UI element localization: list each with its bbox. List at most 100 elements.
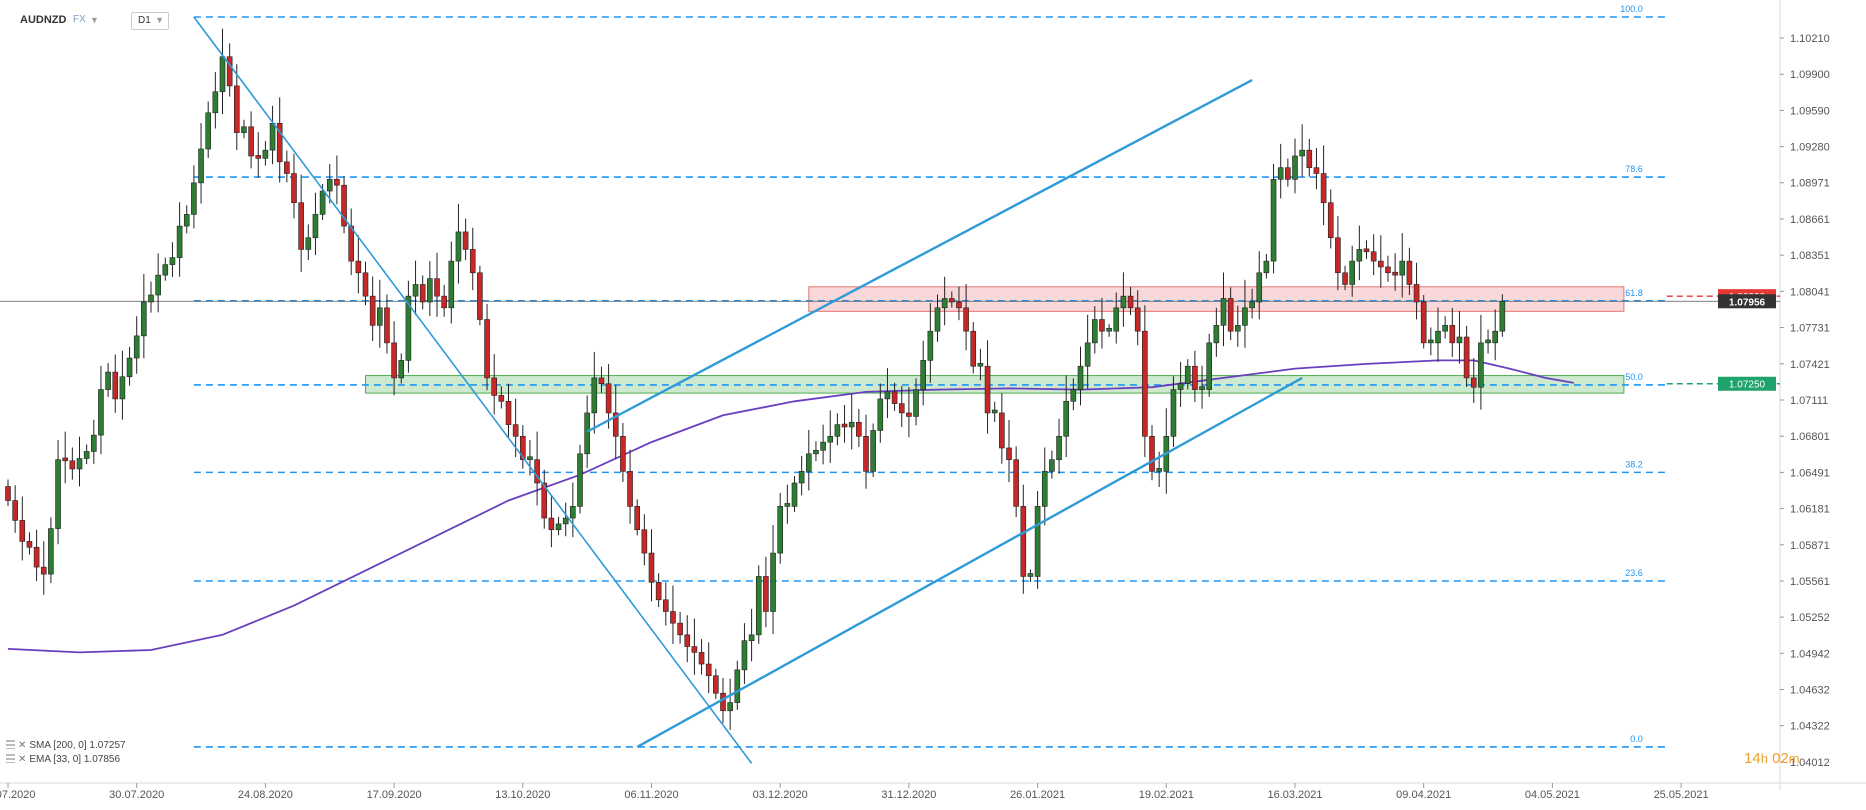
- chevron-down-icon: ▼: [155, 15, 164, 25]
- y-tick-label: 1.06491: [1790, 467, 1830, 479]
- candle-bull: [76, 458, 83, 470]
- indicator-label: SMA [200, 0] 1.07257: [29, 740, 126, 751]
- fib-level-label: 38.2: [1625, 459, 1643, 469]
- candle-bull: [98, 389, 104, 436]
- candle-bear: [434, 278, 440, 297]
- candle-bear: [505, 400, 512, 425]
- candle-bear: [19, 520, 26, 542]
- candle-bear: [1013, 459, 1019, 507]
- candle-bull: [405, 295, 412, 361]
- candle-bear: [1420, 301, 1427, 344]
- candle-bull: [427, 278, 433, 303]
- y-tick-label: 1.04012: [1790, 757, 1830, 769]
- list-icon[interactable]: [6, 740, 15, 749]
- candle-bull: [305, 237, 312, 250]
- timeframe-select[interactable]: D1 ▼: [131, 12, 169, 30]
- candle-bull: [1435, 330, 1441, 344]
- candle-bear: [612, 412, 619, 437]
- sma-layer: [7, 359, 1575, 654]
- candle-bull: [527, 456, 533, 460]
- fib-level-label: 100.0: [1620, 4, 1643, 14]
- candle-bull: [1235, 325, 1241, 332]
- candle-bear: [705, 663, 712, 677]
- indicator-sma[interactable]: ✕ SMA [200, 0] 1.07257: [6, 740, 126, 751]
- candle-bull: [734, 669, 741, 703]
- candle-bull: [777, 506, 784, 554]
- close-icon[interactable]: ✕: [18, 754, 27, 765]
- candle-bull: [1492, 330, 1498, 344]
- x-tick-label: 13.10.2020: [495, 789, 550, 801]
- candle-bear: [1449, 325, 1456, 344]
- candle-bull: [1199, 386, 1205, 390]
- candle-bear: [662, 599, 669, 612]
- candle-bear: [226, 56, 233, 87]
- y-tick-label: 1.07731: [1790, 323, 1830, 335]
- candle-bear: [369, 295, 376, 326]
- candle-bull: [412, 284, 419, 297]
- candle-bear: [248, 126, 254, 157]
- candle-bull: [562, 517, 569, 525]
- candle-bear: [963, 307, 969, 332]
- candle-bull: [319, 190, 326, 215]
- candle-bear: [670, 611, 676, 624]
- y-tick-label: 1.08351: [1790, 250, 1830, 262]
- candle-bull: [1213, 325, 1220, 344]
- candle-bull: [791, 482, 798, 507]
- candle-bear: [898, 403, 905, 414]
- candle-bull: [448, 260, 455, 309]
- candle-bull: [1206, 342, 1212, 390]
- candle-bull: [183, 214, 190, 227]
- candle-bull: [1499, 300, 1506, 332]
- candle-bear: [1327, 202, 1334, 239]
- x-tick-label: 30.07.2020: [109, 789, 164, 801]
- candle-bull: [591, 377, 598, 414]
- candle-bear: [891, 391, 898, 404]
- candle-bear: [348, 225, 355, 262]
- x-tick-label: 06.07.2020: [0, 789, 36, 801]
- candle-bull: [105, 371, 111, 390]
- y-tick-label: 1.05252: [1790, 612, 1830, 624]
- list-icon[interactable]: [6, 754, 15, 763]
- candle-bull: [584, 412, 590, 455]
- countdown-hours: 14: [1744, 750, 1761, 767]
- candle-bear: [1306, 149, 1313, 168]
- candle-bull: [577, 453, 583, 507]
- candle-bear: [720, 692, 726, 712]
- candle-bear: [1020, 506, 1027, 577]
- fib-level-label: 0.0: [1630, 734, 1643, 744]
- candle-bear: [362, 272, 369, 297]
- chevron-down-icon[interactable]: ▼: [90, 15, 99, 25]
- indicator-ema[interactable]: ✕ EMA [33, 0] 1.07856: [6, 754, 120, 765]
- x-tick-label: 09.04.2021: [1396, 789, 1451, 801]
- market-label[interactable]: FX: [73, 14, 86, 25]
- candle-bull: [141, 301, 147, 337]
- close-icon[interactable]: ✕: [18, 740, 27, 751]
- y-tick-label: 1.09900: [1790, 69, 1830, 81]
- candle-bull: [1456, 336, 1463, 344]
- candle-bear: [1413, 284, 1420, 303]
- candle-bear: [1392, 271, 1398, 276]
- candle-bull: [755, 576, 762, 636]
- candle-bear: [999, 412, 1005, 449]
- candle-bear: [641, 529, 648, 554]
- timeframe-value: D1: [138, 15, 151, 26]
- candle-bear: [1363, 248, 1370, 253]
- candle-bear: [355, 260, 362, 274]
- y-tick-label: 1.08041: [1790, 286, 1830, 298]
- candle-bear: [491, 377, 498, 396]
- candles-layer: [5, 28, 1506, 730]
- candle-bear: [970, 330, 977, 367]
- symbol-label[interactable]: AUDNZD: [20, 14, 67, 26]
- candle-bull: [1070, 389, 1077, 402]
- candle-bull: [555, 523, 562, 531]
- candle-bear: [419, 284, 426, 303]
- candle-bull: [148, 294, 154, 303]
- candle-bull: [126, 357, 133, 378]
- candle-bull: [920, 360, 927, 390]
- fib-level-label: 23.6: [1625, 568, 1643, 578]
- x-tick-label: 31.12.2020: [881, 789, 936, 801]
